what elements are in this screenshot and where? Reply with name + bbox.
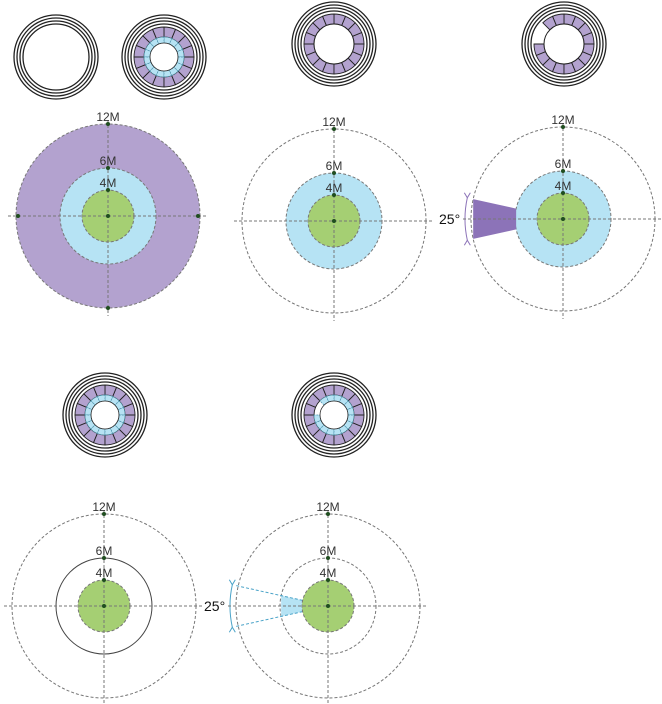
- range-label-r6: 6M: [96, 544, 113, 558]
- range-label-r6: 6M: [320, 544, 337, 558]
- purple-ring-icon: [292, 2, 376, 86]
- icon-outline-ring: [23, 24, 89, 90]
- sector-guide-line: [236, 612, 302, 627]
- plain-ring-icon: [14, 15, 98, 99]
- range-label-r4: 4M: [320, 566, 337, 580]
- dual-ring-icon: [63, 373, 147, 457]
- icon-outline-ring: [20, 21, 92, 93]
- range-label-r12: 12M: [322, 115, 345, 129]
- sector-guide-line: [236, 586, 302, 601]
- full-coverage-diagram: 12M 6M 4M: [8, 110, 208, 316]
- icon-inner-void: [91, 401, 119, 429]
- marker-dot: [326, 604, 330, 608]
- inner-coverage-sector-diagram: 25° 12M 6M 4M: [204, 500, 428, 704]
- icon-inner-void: [314, 24, 354, 64]
- icon-outline-ring: [14, 15, 98, 99]
- range-label-r12: 12M: [96, 110, 119, 124]
- marker-dot: [16, 214, 20, 218]
- range-label-r6: 6M: [555, 157, 572, 171]
- angle-label: 25°: [439, 211, 460, 227]
- range-label-r4: 4M: [555, 179, 572, 193]
- marker-dot: [332, 219, 336, 223]
- icon-outline-ring: [17, 18, 95, 96]
- range-label-r4: 4M: [96, 566, 113, 580]
- range-label-r6: 6M: [100, 154, 117, 168]
- full-coverage-ring-icon: [122, 15, 206, 99]
- marker-dot: [196, 214, 200, 218]
- inner-coverage-diagram: 12M 6M 4M: [4, 500, 204, 704]
- marker-dot: [561, 217, 565, 221]
- purple-ring-gap-icon: [522, 2, 606, 86]
- range-label-r4: 4M: [326, 181, 343, 195]
- range-label-r6: 6M: [326, 159, 343, 173]
- marker-dot: [106, 214, 110, 218]
- icon-inner-void: [150, 43, 178, 71]
- angle-arrowhead: [464, 240, 470, 245]
- angle-arrowhead: [464, 193, 470, 198]
- angle-arrowhead: [229, 627, 235, 632]
- icon-inner-void: [320, 401, 348, 429]
- marker-dot: [106, 306, 110, 310]
- range-label-r12: 12M: [92, 500, 115, 514]
- range-label-r12: 12M: [316, 500, 339, 514]
- mid-coverage-sector-diagram: 25° 12M 6M 4M: [439, 113, 662, 319]
- angle-label: 25°: [204, 598, 225, 614]
- mid-coverage-diagram: 12M 6M 4M: [234, 115, 434, 321]
- range-label-r12: 12M: [551, 113, 574, 127]
- range-label-r4: 4M: [100, 176, 117, 190]
- icon-inner-void: [544, 24, 584, 64]
- angle-arrowhead: [229, 580, 235, 585]
- dual-ring-gap-icon: [292, 373, 376, 457]
- marker-dot: [102, 604, 106, 608]
